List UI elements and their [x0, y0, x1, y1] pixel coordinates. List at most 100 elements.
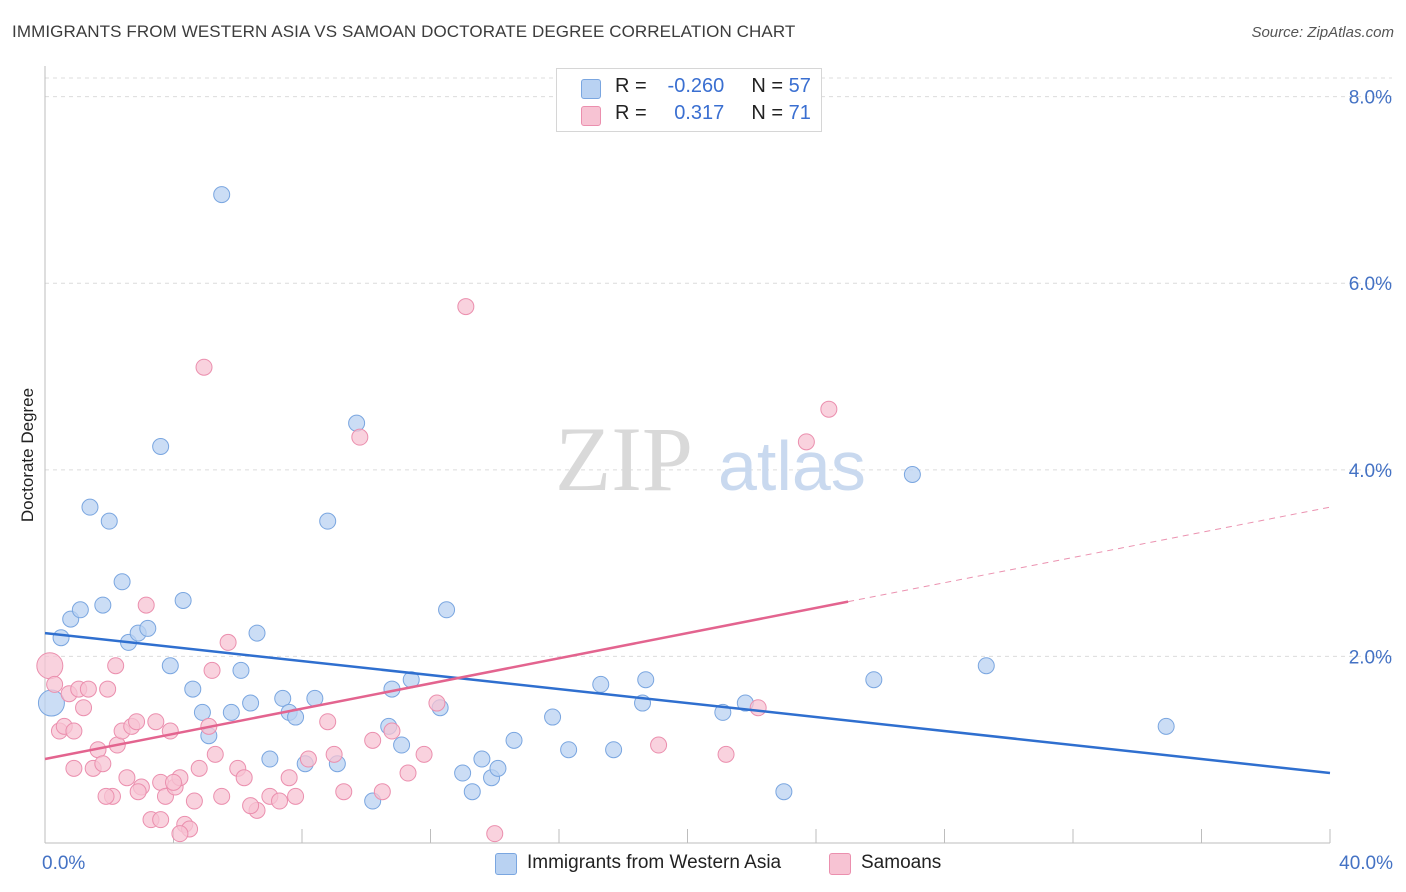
point-samoans: [383, 722, 401, 740]
legend-n-label: N =: [751, 75, 784, 97]
trend-line-immigrants: [44, 631, 1331, 775]
point-immigrants: [775, 783, 793, 801]
point-immigrants: [393, 736, 411, 754]
point-samoans: [75, 699, 93, 717]
point-samoans: [428, 694, 446, 712]
point-immigrants: [113, 573, 131, 591]
legend-swatch-immigrants: [581, 79, 601, 99]
x-tick-label-max: 40.0%: [1339, 853, 1393, 874]
point-samoans: [650, 736, 668, 754]
point-immigrants: [463, 783, 481, 801]
point-samoans: [797, 433, 815, 451]
point-samoans: [242, 797, 260, 815]
point-samoans: [118, 769, 136, 787]
point-immigrants: [560, 741, 578, 759]
y-tick-label: 8.0%: [1349, 88, 1392, 109]
point-immigrants: [248, 624, 266, 642]
legend-r-label: R =: [615, 75, 647, 97]
point-samoans: [206, 745, 224, 763]
point-immigrants: [319, 512, 337, 530]
point-immigrants: [977, 657, 995, 675]
point-samoans: [190, 759, 208, 777]
point-samoans: [373, 783, 391, 801]
legend-swatch-samoans: [581, 106, 601, 126]
point-samoans: [36, 652, 64, 680]
bottom-legend-label-immigrants: Immigrants from Western Asia: [527, 852, 782, 873]
point-immigrants: [139, 619, 157, 637]
trend-line-samoans: [44, 600, 849, 761]
point-immigrants: [865, 671, 883, 689]
bottom-legend-label-samoans: Samoans: [861, 852, 942, 873]
point-immigrants: [100, 512, 118, 530]
point-samoans: [165, 773, 182, 791]
point-immigrants: [242, 694, 260, 712]
point-samoans: [65, 722, 83, 740]
point-immigrants: [94, 596, 112, 614]
point-immigrants: [261, 750, 279, 768]
legend-r-label: R =: [615, 102, 647, 124]
y-tick-label: 2.0%: [1349, 647, 1392, 668]
point-samoans: [219, 633, 237, 651]
point-samoans: [235, 769, 253, 787]
point-samoans: [65, 759, 83, 777]
point-samoans: [195, 358, 213, 376]
y-tick-label: 4.0%: [1349, 461, 1392, 482]
point-samoans: [415, 745, 433, 763]
legend-r-value-samoans: 0.317: [674, 102, 725, 124]
point-samoans: [364, 731, 382, 749]
point-samoans: [99, 680, 117, 698]
point-immigrants: [174, 591, 192, 609]
watermark: ZIP atlas: [555, 408, 866, 510]
bottom-legend-swatch-immigrants: [495, 853, 517, 875]
point-samoans: [203, 661, 221, 679]
point-samoans: [213, 787, 231, 805]
legend-n-label: N =: [751, 102, 784, 124]
watermark-zip: ZIP: [555, 408, 693, 510]
legend-n-value-samoans: 71: [788, 102, 811, 124]
point-samoans: [399, 764, 417, 782]
point-immigrants: [605, 741, 623, 759]
trend-line-samoans-extrapolated: [848, 506, 1331, 603]
point-samoans: [351, 428, 369, 446]
point-samoans: [749, 699, 767, 717]
point-immigrants: [637, 671, 655, 689]
point-immigrants: [52, 629, 70, 647]
point-immigrants: [592, 675, 610, 693]
point-samoans: [486, 825, 504, 843]
chart-title: IMMIGRANTS FROM WESTERN ASIA VS SAMOAN D…: [12, 22, 796, 41]
point-samoans: [107, 657, 125, 675]
point-samoans: [280, 769, 298, 787]
point-immigrants: [473, 750, 491, 768]
source-label: Source: ZipAtlas.com: [1251, 24, 1394, 41]
y-tick-labels: 2.0% 4.0% 6.0% 8.0%: [1349, 88, 1392, 669]
point-immigrants: [232, 661, 250, 679]
point-samoans: [46, 675, 64, 693]
point-immigrants: [222, 703, 240, 721]
point-samoans: [299, 750, 317, 768]
point-immigrants: [438, 601, 456, 619]
y-tick-label: 6.0%: [1349, 274, 1392, 295]
point-immigrants: [1157, 717, 1175, 735]
point-immigrants: [274, 689, 292, 707]
y-axis-label: Doctorate Degree: [18, 388, 37, 522]
watermark-atlas: atlas: [718, 427, 866, 505]
legend-r-value-immigrants: -0.260: [667, 75, 725, 97]
point-samoans: [185, 792, 203, 810]
point-samoans: [319, 713, 337, 731]
point-immigrants: [213, 186, 231, 204]
point-samoans: [820, 400, 838, 418]
point-samoans: [128, 713, 146, 731]
point-samoans: [287, 787, 305, 805]
x-tick-label-min: 0.0%: [42, 853, 85, 874]
trend-lines: [44, 506, 1331, 775]
point-immigrants: [81, 498, 99, 516]
series-samoans-points: [36, 298, 838, 843]
point-samoans: [97, 787, 115, 805]
point-samoans: [171, 825, 189, 843]
bottom-legend-swatch-samoans: [829, 853, 851, 875]
point-samoans: [79, 680, 97, 698]
point-immigrants: [161, 657, 179, 675]
point-samoans: [457, 298, 475, 316]
point-samoans: [94, 755, 112, 773]
